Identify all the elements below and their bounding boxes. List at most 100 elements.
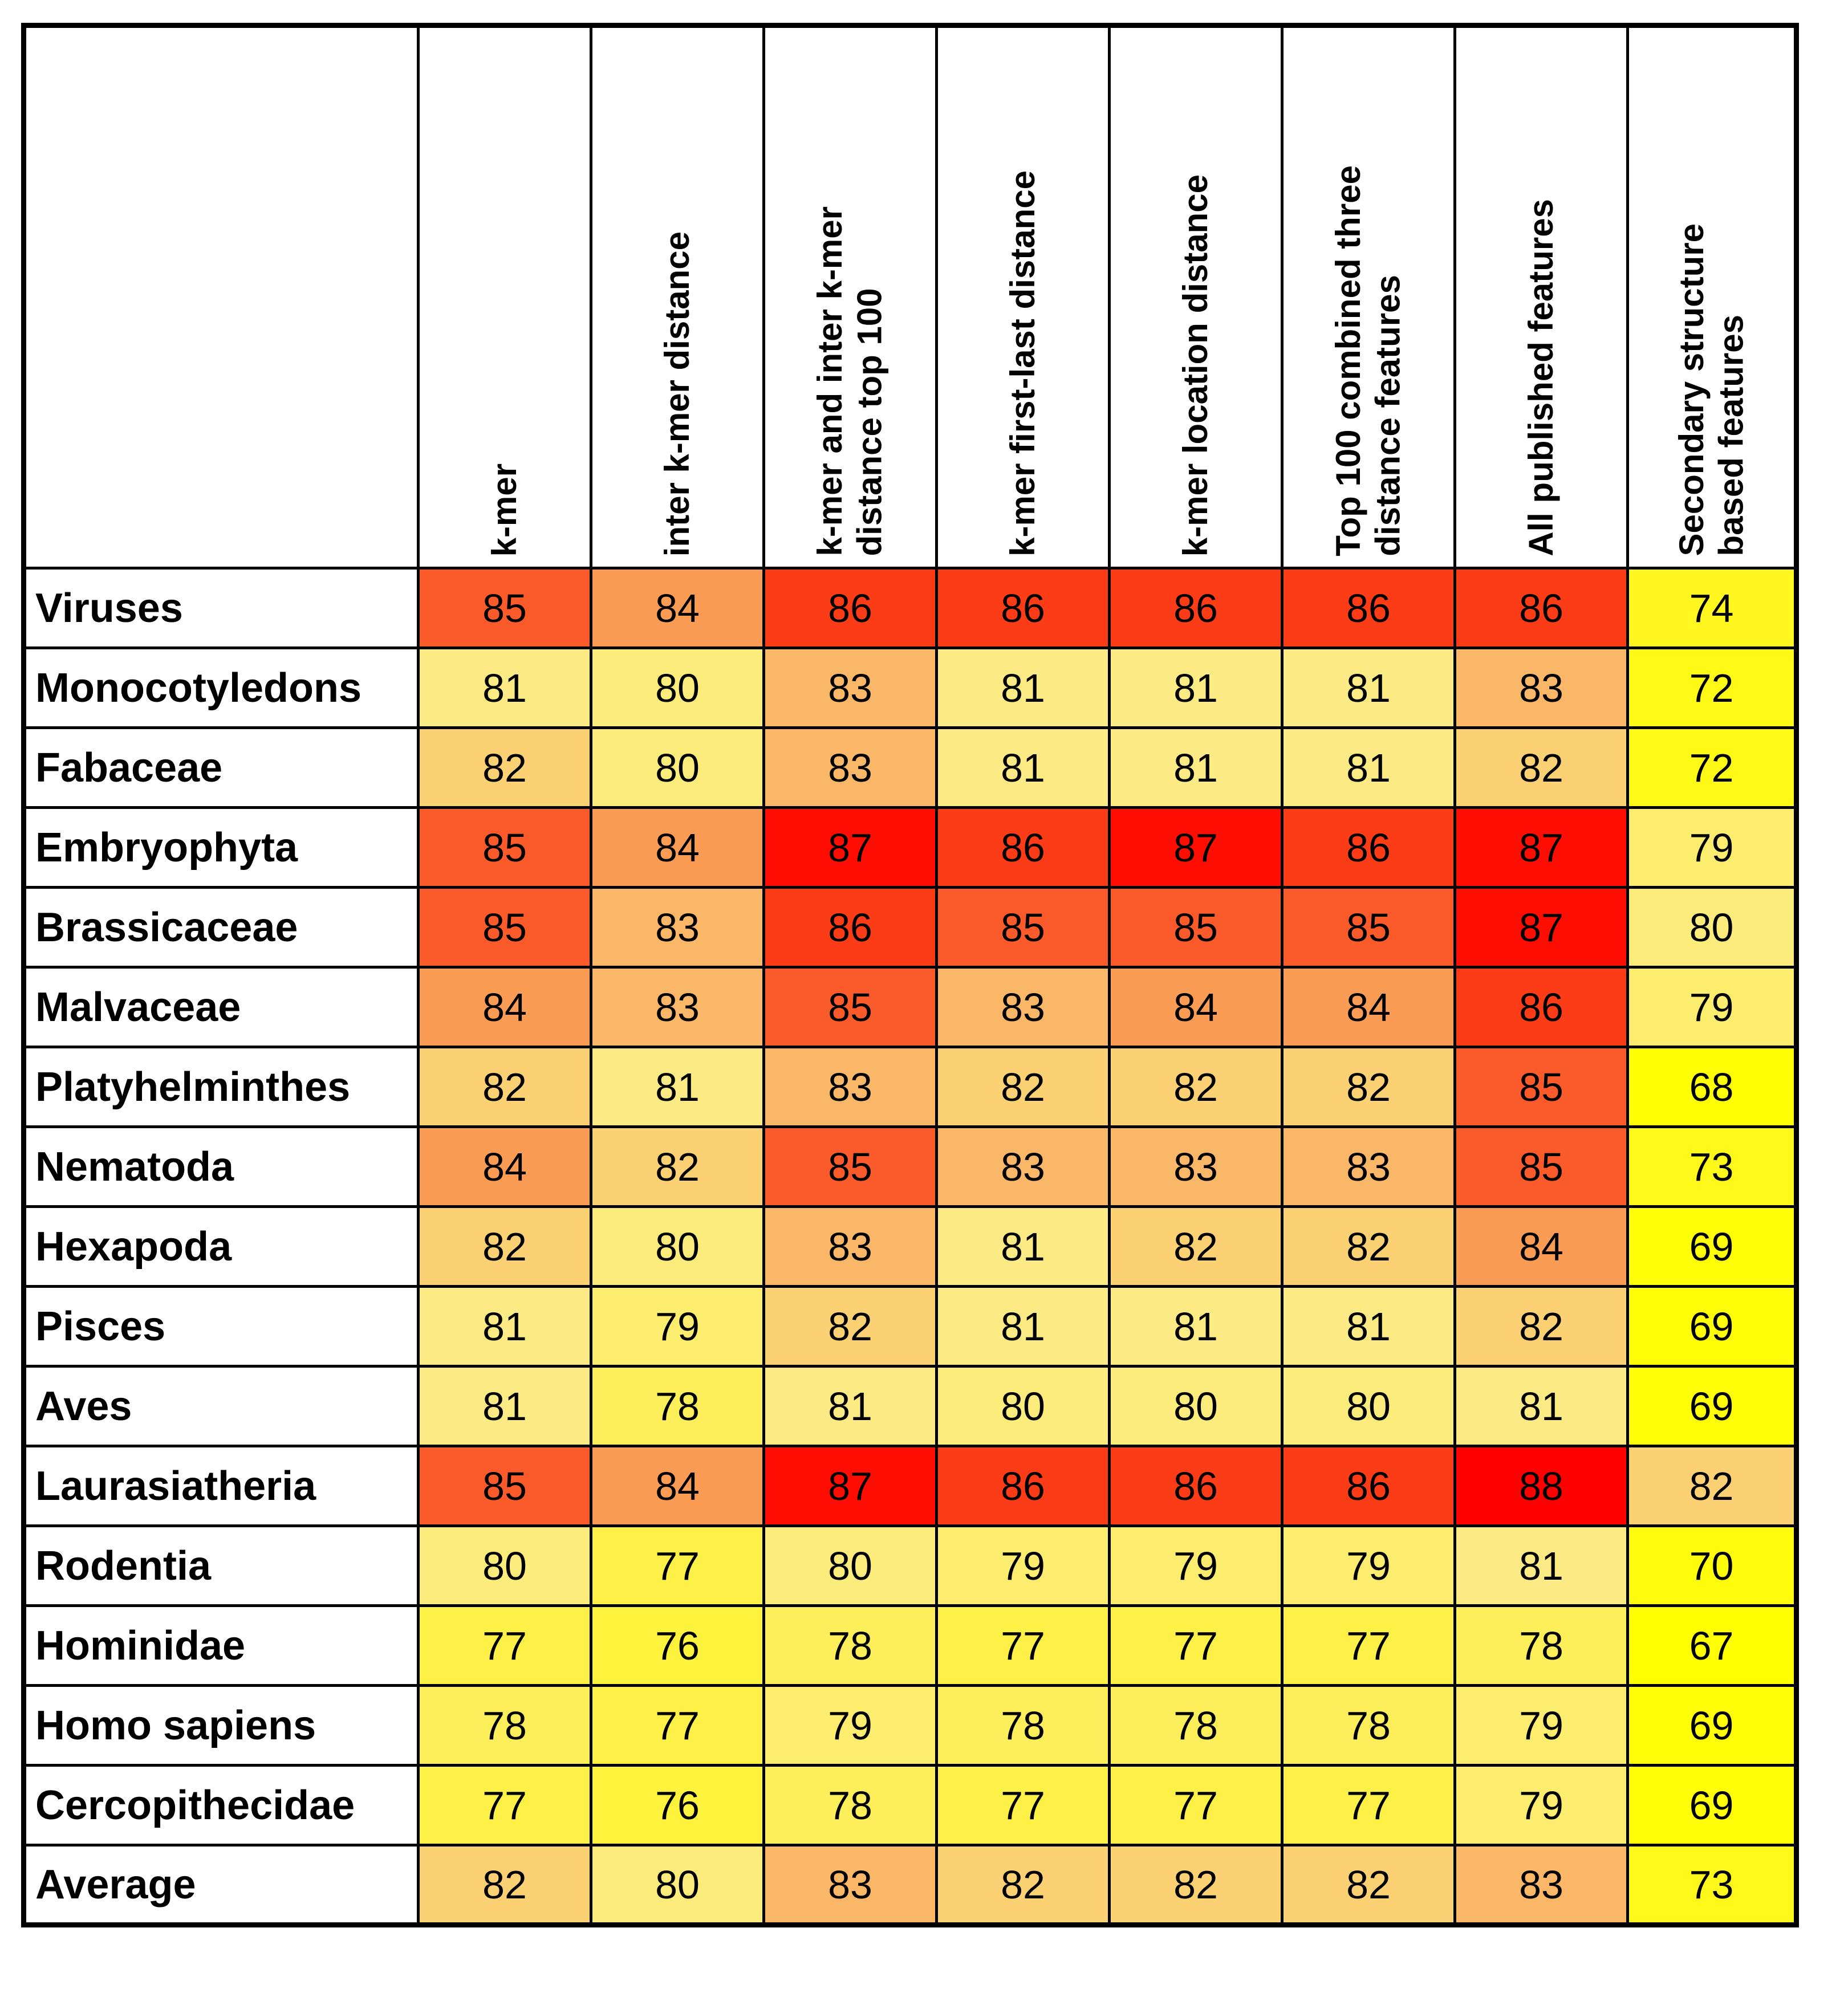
heatmap-cell: 84 [1108, 966, 1284, 1048]
heatmap-cell: 83 [935, 966, 1111, 1048]
heatmap-cell: 77 [1281, 1604, 1456, 1687]
heatmap-cell: 83 [935, 1125, 1111, 1208]
heatmap-cell: 82 [417, 1844, 592, 1926]
heatmap-cell: 81 [1108, 646, 1284, 729]
column-header: k-mer and inter k-mer distance top 100 [762, 24, 938, 570]
heatmap-cell: 81 [1281, 726, 1456, 809]
heatmap-cell: 83 [1453, 646, 1629, 729]
heatmap-cell: 72 [1626, 646, 1798, 729]
heatmap-cell: 82 [1108, 1046, 1284, 1128]
table-row: Average 82 80 83 82 82 82 83 73 [22, 1844, 1798, 1926]
row-label: Aves [22, 1365, 420, 1447]
heatmap-cell: 80 [1281, 1365, 1456, 1447]
heatmap-cell: 81 [935, 1285, 1111, 1368]
heatmap-cell: 78 [417, 1684, 592, 1767]
row-label: Pisces [22, 1285, 420, 1368]
heatmap-cell: 78 [1281, 1684, 1456, 1767]
heatmap-cell: 84 [417, 966, 592, 1048]
heatmap-cell: 83 [1108, 1125, 1284, 1208]
column-header: k-mer [417, 24, 592, 570]
heatmap-cell: 82 [1453, 726, 1629, 809]
row-label: Homo sapiens [22, 1684, 420, 1767]
heatmap-cell: 81 [935, 646, 1111, 729]
heatmap-cell: 82 [1281, 1205, 1456, 1288]
row-label: Malvaceae [22, 966, 420, 1048]
heatmap-cell: 81 [417, 1285, 592, 1368]
heatmap-cell: 68 [1626, 1046, 1798, 1128]
heatmap-cell: 83 [1281, 1125, 1456, 1208]
heatmap-cell: 82 [935, 1844, 1111, 1926]
heatmap-cell: 76 [590, 1604, 765, 1687]
heatmap-cell: 84 [590, 567, 765, 649]
heatmap-cell: 81 [1108, 726, 1284, 809]
row-label: Viruses [22, 567, 420, 649]
column-header-label: Top 100 combined three distance features [1329, 165, 1407, 556]
heatmap-cell: 84 [590, 1445, 765, 1527]
table-row: Monocotyledons 81 80 83 81 81 81 83 72 [22, 646, 1798, 729]
row-label: Average [22, 1844, 420, 1926]
heatmap-cell: 82 [1108, 1205, 1284, 1288]
heatmap-cell: 67 [1626, 1604, 1798, 1687]
heatmap-cell: 87 [1108, 806, 1284, 889]
column-header-label: k-mer location distance [1176, 174, 1215, 556]
heatmap-cell: 77 [590, 1524, 765, 1607]
row-label: Rodentia [22, 1524, 420, 1607]
column-header: All published features [1453, 24, 1629, 570]
table-row: Brassicaceae 85 83 86 85 85 85 87 80 [22, 886, 1798, 969]
heatmap-cell: 78 [935, 1684, 1111, 1767]
heatmap-cell: 85 [417, 567, 592, 649]
row-label: Hexapoda [22, 1205, 420, 1288]
row-label: Hominidae [22, 1604, 420, 1687]
table-row: Malvaceae 84 83 85 83 84 84 86 79 [22, 966, 1798, 1048]
heatmap-cell: 85 [1453, 1046, 1629, 1128]
heatmap-cell: 81 [762, 1365, 938, 1447]
heatmap-cell: 81 [1453, 1524, 1629, 1607]
column-header: inter k-mer distance [590, 24, 765, 570]
heatmap-cell: 83 [762, 1046, 938, 1128]
heatmap-cell: 78 [1453, 1604, 1629, 1687]
row-label: Laurasiatheria [22, 1445, 420, 1527]
column-header-label: inter k-mer distance [658, 231, 697, 556]
table-row: Platyhelminthes 82 81 83 82 82 82 85 68 [22, 1046, 1798, 1128]
heatmap-cell: 73 [1626, 1125, 1798, 1208]
table-row: Hexapoda 82 80 83 81 82 82 84 69 [22, 1205, 1798, 1288]
heatmap-cell: 78 [1108, 1684, 1284, 1767]
table-row: Rodentia 80 77 80 79 79 79 81 70 [22, 1524, 1798, 1607]
heatmap-cell: 87 [1453, 886, 1629, 969]
heatmap-cell: 81 [590, 1046, 765, 1128]
row-label: Nematoda [22, 1125, 420, 1208]
table-row: Pisces 81 79 82 81 81 81 82 69 [22, 1285, 1798, 1368]
heatmap-cell: 79 [1281, 1524, 1456, 1607]
column-header: Secondary structure based features [1626, 24, 1798, 570]
table-row: Nematoda 84 82 85 83 83 83 85 73 [22, 1125, 1798, 1208]
table-row: Homo sapiens 78 77 79 78 78 78 79 69 [22, 1684, 1798, 1767]
heatmap-cell: 82 [417, 1046, 592, 1128]
heatmap-cell: 80 [590, 726, 765, 809]
heatmap-cell: 79 [762, 1684, 938, 1767]
heatmap-cell: 77 [417, 1604, 592, 1687]
table-row: Aves 81 78 81 80 80 80 81 69 [22, 1365, 1798, 1447]
heatmap-cell: 86 [762, 567, 938, 649]
heatmap-cell: 87 [762, 806, 938, 889]
header-row: k-mer inter k-mer distance k-mer and inter… [22, 24, 1798, 570]
heatmap-cell: 87 [1453, 806, 1629, 889]
heatmap-cell: 77 [1108, 1764, 1284, 1847]
heatmap-cell: 85 [1108, 886, 1284, 969]
heatmap-cell: 72 [1626, 726, 1798, 809]
heatmap-cell: 69 [1626, 1205, 1798, 1288]
heatmap-cell: 81 [935, 726, 1111, 809]
heatmap-cell: 86 [935, 806, 1111, 889]
heatmap-cell: 78 [590, 1365, 765, 1447]
heatmap-cell: 81 [1281, 1285, 1456, 1368]
heatmap-cell: 81 [935, 1205, 1111, 1288]
heatmap-cell: 79 [1626, 806, 1798, 889]
heatmap-cell: 79 [935, 1524, 1111, 1607]
heatmap-cell: 78 [762, 1604, 938, 1687]
heatmap-cell: 80 [762, 1524, 938, 1607]
table-row: Embryophyta 85 84 87 86 87 86 87 79 [22, 806, 1798, 889]
column-header-label: k-mer first-last distance [1004, 170, 1042, 556]
heatmap-cell: 80 [590, 1205, 765, 1288]
table-row: Viruses 85 84 86 86 86 86 86 74 [22, 567, 1798, 649]
heatmap-cell: 88 [1453, 1445, 1629, 1527]
